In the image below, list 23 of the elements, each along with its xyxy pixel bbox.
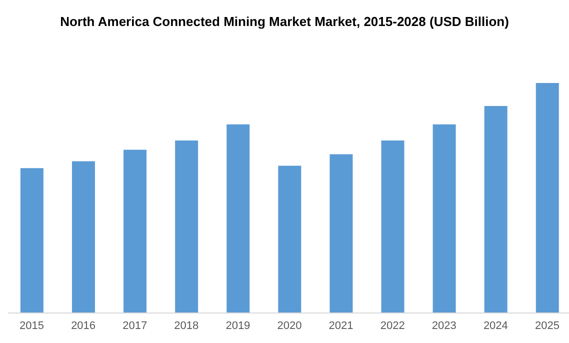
x-tick-label: 2025 xyxy=(534,320,560,332)
bar xyxy=(175,140,198,313)
bar xyxy=(72,161,95,313)
chart-title: North America Connected Mining Market Market, 2015-2028 (USD Billion) xyxy=(59,13,510,31)
x-tick-label: 2022 xyxy=(380,320,405,332)
bar xyxy=(330,154,353,313)
x-tick-label: 2021 xyxy=(328,320,354,332)
x-tick-label: 2016 xyxy=(71,320,96,332)
x-tick-label: 2023 xyxy=(432,320,456,332)
x-tick-label: 2019 xyxy=(226,320,250,332)
bar xyxy=(484,106,508,313)
bar xyxy=(536,83,559,313)
x-tick-label: 2018 xyxy=(174,320,199,332)
bar xyxy=(226,124,250,313)
x-tick-label: 2017 xyxy=(122,320,148,332)
bar xyxy=(381,140,404,313)
x-tick-label: 2020 xyxy=(277,320,302,332)
bar xyxy=(124,150,147,313)
x-tick-label: 2015 xyxy=(20,320,44,332)
bar xyxy=(432,124,456,313)
x-tick-label: 2024 xyxy=(483,320,508,332)
bar xyxy=(20,168,44,313)
bar xyxy=(278,166,302,313)
